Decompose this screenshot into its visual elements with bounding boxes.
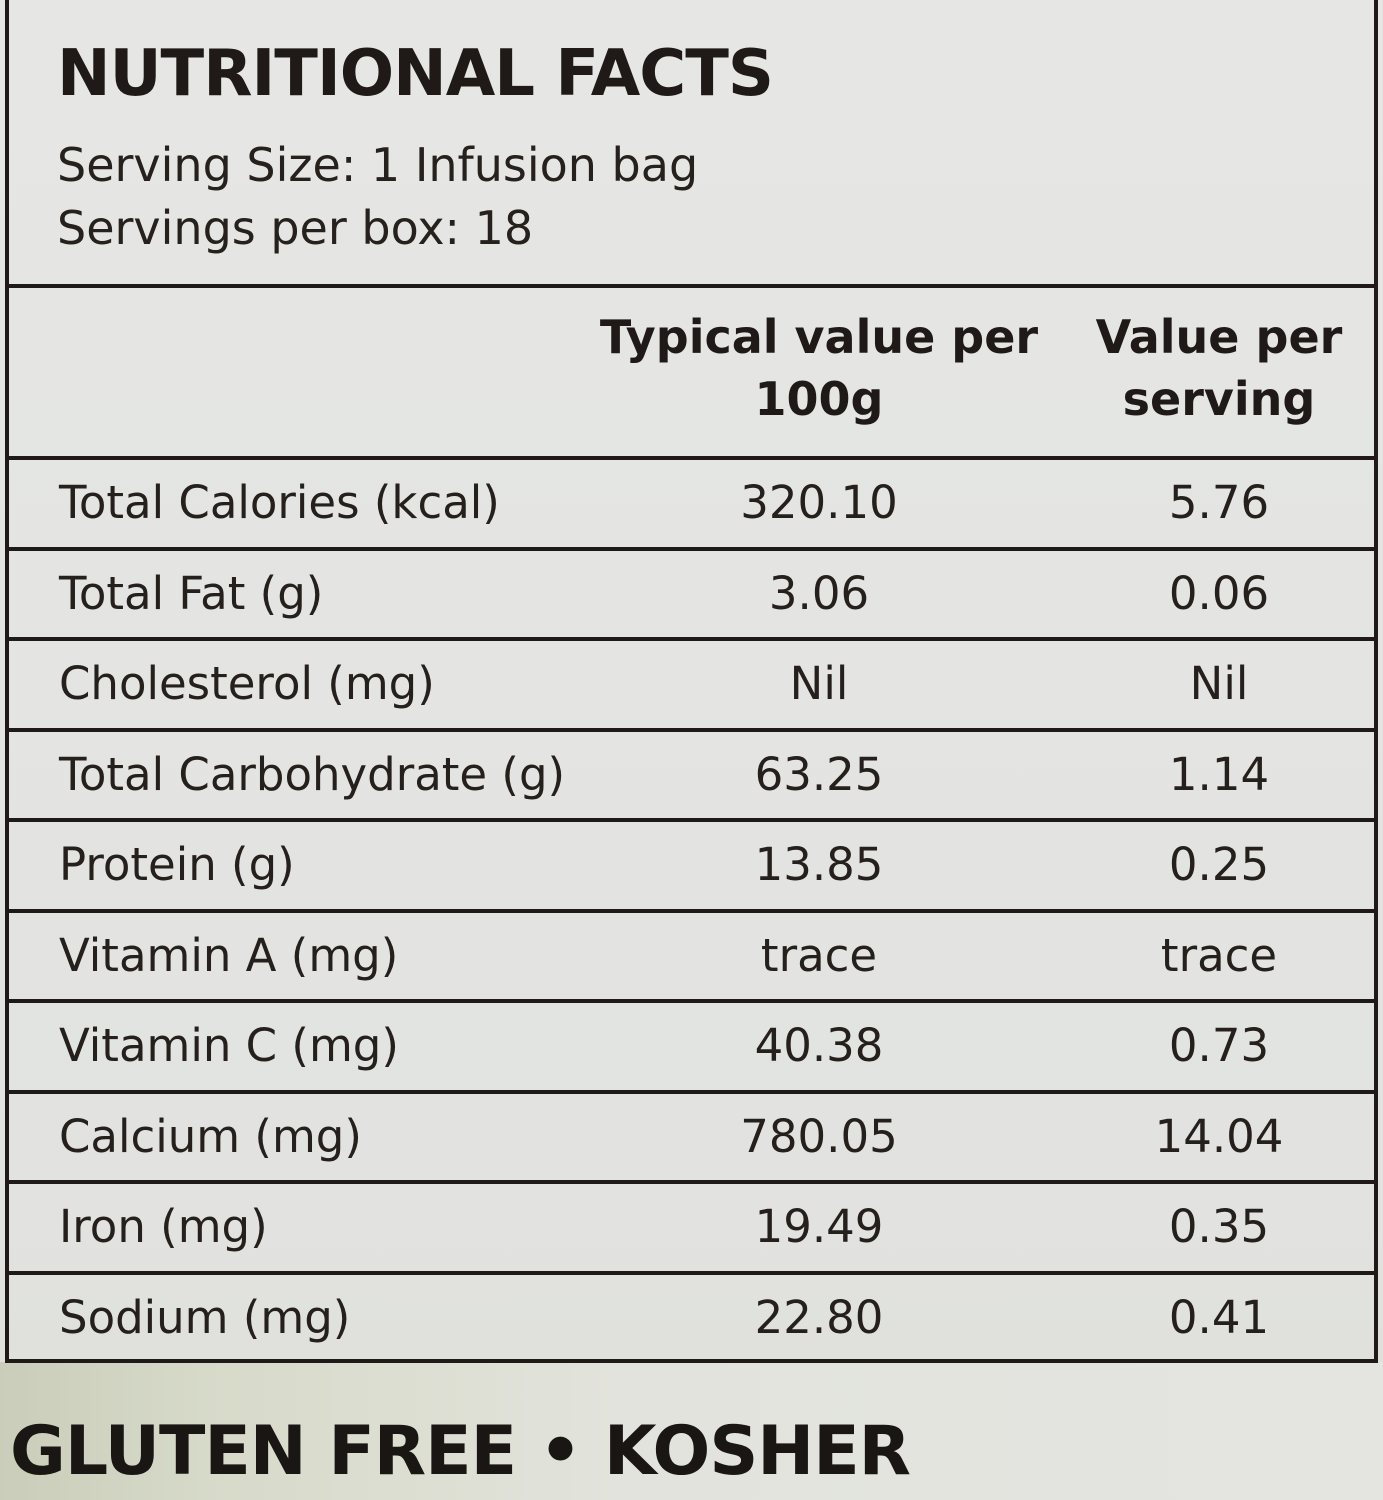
nutrient-name: Protein (g) [59,838,295,891]
value-per-serving: 1.14 [1168,747,1270,801]
column-header-per-100g-line1: Typical value per [599,310,1039,364]
table-row: Vitamin A (mg) trace trace [9,908,1374,1000]
certification-footer: GLUTEN FREE • KOSHER [10,1412,911,1491]
column-header-per-serving-line1: Value per [1095,310,1343,364]
table-row: Total Fat (g) 3.06 0.06 [9,546,1374,638]
table-row: Cholesterol (mg) Nil Nil [9,637,1374,728]
table-row: Calcium (mg) 780.05 14.04 [9,1089,1374,1181]
nutrient-name: Vitamin A (mg) [59,928,399,982]
value-per-100g: 22.80 [754,1290,884,1344]
value-per-serving: 14.04 [1154,1109,1284,1163]
column-header-per-100g: Typical value per 100g [599,306,1039,430]
table-row: Sodium (mg) 22.80 0.41 [9,1270,1374,1362]
value-per-serving: 0.41 [1168,1290,1270,1344]
value-per-100g: 40.38 [754,1019,884,1072]
value-per-100g: 63.25 [754,747,884,801]
value-per-100g: trace [760,928,878,982]
nutrient-name: Total Carbohydrate (g) [59,747,566,801]
nutrient-name: Iron (mg) [59,1200,268,1253]
table-row: Vitamin C (mg) 40.38 0.73 [9,999,1374,1090]
value-per-serving: 0.35 [1168,1200,1270,1253]
value-per-100g: 13.85 [754,838,884,891]
table-row: Iron (mg) 19.49 0.35 [9,1180,1374,1271]
table-row: Protein (g) 13.85 0.25 [9,818,1374,909]
value-per-100g: 320.10 [740,476,898,529]
value-per-100g: 3.06 [768,566,870,620]
nutrition-header: NUTRITIONAL FACTS Serving Size: 1 Infusi… [9,0,1374,288]
nutrient-name: Vitamin C (mg) [59,1019,399,1072]
nutrient-table: Total Calories (kcal) 320.10 5.76 Total … [9,456,1374,1361]
value-per-100g: 780.05 [740,1109,898,1163]
value-per-serving: Nil [1189,657,1249,710]
servings-per-box: Servings per box: 18 [57,201,534,255]
value-per-serving: trace [1160,928,1278,982]
nutrient-name: Sodium (mg) [59,1290,351,1344]
nutrition-facts-panel: NUTRITIONAL FACTS Serving Size: 1 Infusi… [5,0,1378,1363]
value-per-100g: Nil [789,657,849,710]
nutrient-name: Total Calories (kcal) [59,476,500,529]
column-header-per-100g-line2: 100g [754,372,884,426]
value-per-serving: 0.25 [1168,838,1270,891]
page-title: NUTRITIONAL FACTS [57,37,774,111]
nutrient-name: Total Fat (g) [59,566,324,620]
value-per-100g: 19.49 [754,1200,884,1253]
package-background [0,1362,1383,1500]
table-row: Total Calories (kcal) 320.10 5.76 [9,456,1374,547]
table-row: Total Carbohydrate (g) 63.25 1.14 [9,727,1374,819]
column-header-per-serving: Value per serving [1069,306,1369,430]
column-header-per-serving-line2: serving [1122,372,1316,426]
nutrient-name: Calcium (mg) [59,1109,362,1163]
value-per-serving: 5.76 [1168,476,1270,529]
value-per-serving: 0.06 [1168,566,1270,620]
serving-size: Serving Size: 1 Infusion bag [57,138,699,192]
value-per-serving: 0.73 [1168,1019,1270,1072]
nutrient-name: Cholesterol (mg) [59,657,435,710]
